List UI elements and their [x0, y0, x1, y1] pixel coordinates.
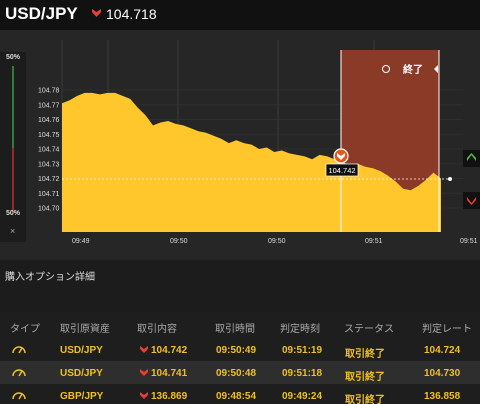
row-judge-time: 09:51:19	[282, 345, 323, 356]
section-title: 購入オプション詳細	[5, 272, 95, 283]
row-rate: 104.742	[140, 345, 187, 356]
x-tick-label: 09:51	[365, 238, 383, 245]
end-label: 終了	[403, 63, 423, 76]
price-chart[interactable]: 104.78 104.77 104.76 104.75 104.74 104.73 104.…	[0, 30, 480, 260]
table-row[interactable]: USD/JPY 104.741 09:50:48 09:51:18 取引終了 1…	[0, 361, 480, 385]
x-tick-label: 09:50	[268, 238, 286, 245]
row-asset: GBP/JPY	[60, 391, 104, 402]
row-status: 取引終了	[345, 395, 385, 404]
row-asset: USD/JPY	[60, 345, 103, 356]
y-tick-label: 104.78	[38, 88, 60, 95]
entry-marker	[333, 148, 349, 164]
down-arrow-icon	[140, 392, 148, 399]
header-bar: USD/JPY 104.718	[0, 0, 480, 30]
y-tick-label: 104.72	[38, 176, 60, 183]
row-time: 09:50:49	[216, 345, 257, 356]
option-type-icon	[12, 346, 26, 354]
pair-title: USD/JPY	[5, 4, 78, 23]
x-tick-label: 09:51	[460, 238, 478, 245]
low-button[interactable]	[463, 192, 480, 209]
close-icon[interactable]: ×	[10, 226, 16, 236]
option-type-icon	[12, 392, 26, 400]
percent-top: 50%	[6, 54, 21, 61]
down-arrow-icon	[92, 9, 101, 17]
col-trade-time: 取引時間	[215, 324, 255, 335]
svg-text:104.742: 104.742	[328, 166, 355, 175]
col-type: タイプ	[10, 324, 40, 335]
chevron-left-icon	[434, 65, 438, 73]
col-asset: 取引原資産	[60, 324, 110, 335]
col-judge-rate: 判定レート	[422, 324, 472, 335]
end-label-group: 終了	[382, 63, 438, 76]
option-type-icon	[12, 369, 26, 377]
col-judge-time: 判定時刻	[280, 324, 320, 335]
row-result: 104.730	[424, 368, 461, 379]
percent-panel: 50% 50%	[0, 52, 26, 242]
row-judge-time: 09:51:18	[282, 368, 323, 379]
row-time: 09:50:48	[216, 368, 257, 379]
row-rate: 104.741	[140, 368, 187, 379]
current-price: 104.718	[106, 6, 157, 22]
down-arrow-icon	[140, 369, 148, 376]
y-tick-label: 104.75	[38, 132, 60, 139]
history-icon	[382, 65, 390, 73]
y-tick-label: 104.71	[38, 191, 60, 198]
table-header	[0, 312, 480, 338]
down-arrow-icon	[467, 197, 476, 205]
y-tick-label: 104.70	[38, 206, 60, 213]
x-tick-label: 09:49	[72, 238, 90, 245]
table-row[interactable]: USD/JPY 104.742 09:50:49 09:51:19 取引終了 1…	[0, 338, 480, 362]
percent-bottom: 50%	[6, 210, 21, 217]
down-arrow-icon	[140, 346, 148, 353]
y-tick-label: 104.74	[38, 147, 60, 154]
price-label-box: 104.742	[325, 163, 359, 177]
row-result: 104.724	[424, 345, 461, 356]
table-row[interactable]: GBP/JPY 136.869 09:48:54 09:49:24 取引終了 1…	[0, 384, 480, 404]
row-judge-time: 09:49:24	[282, 391, 323, 402]
row-status: 取引終了	[345, 372, 385, 383]
y-tick-label: 104.77	[38, 102, 60, 109]
price-area	[62, 92, 441, 233]
y-tick-label: 104.76	[38, 117, 60, 124]
row-rate: 136.869	[140, 391, 187, 402]
col-content: 取引内容	[137, 324, 177, 335]
row-asset: USD/JPY	[60, 368, 103, 379]
up-arrow-icon	[467, 153, 476, 161]
percent-bar	[12, 66, 14, 212]
row-time: 09:48:54	[216, 391, 257, 402]
y-tick-label: 104.73	[38, 161, 60, 168]
col-status: ステータス	[344, 324, 394, 335]
high-button[interactable]	[463, 150, 480, 167]
x-tick-label: 09:50	[170, 238, 188, 245]
row-status: 取引終了	[345, 349, 385, 360]
row-result: 136.858	[424, 391, 461, 402]
current-price-dot	[448, 177, 452, 181]
